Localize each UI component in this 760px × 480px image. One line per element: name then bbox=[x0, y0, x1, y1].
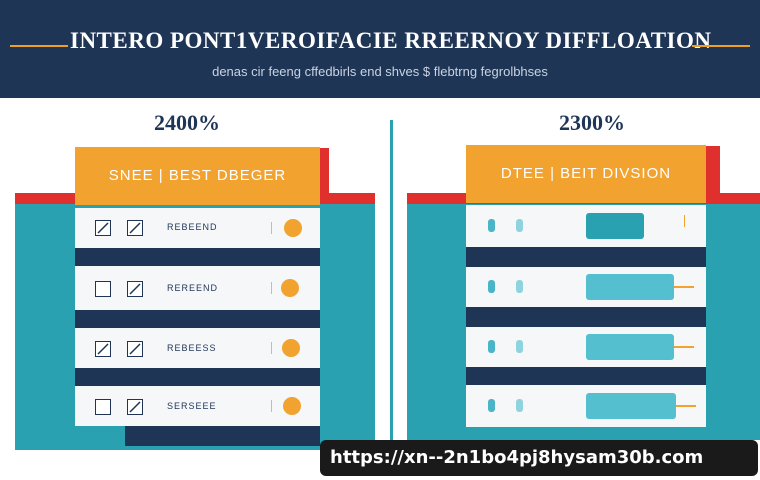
row-indicator-icon bbox=[516, 219, 523, 232]
row-checkbox-left[interactable] bbox=[95, 341, 111, 357]
row-indicator-icon bbox=[516, 399, 523, 412]
row-checkbox-right[interactable] bbox=[127, 220, 143, 236]
row-label: SERSEEE bbox=[167, 401, 217, 411]
row-indicator-icon bbox=[488, 280, 495, 293]
page-title: INTERO PONT1VEROIFACIE RREERNOY DIFFLOAT… bbox=[70, 28, 712, 53]
row-indicator-icon bbox=[516, 280, 523, 293]
row-checkbox-right[interactable] bbox=[127, 281, 143, 297]
row-indicator-icon bbox=[516, 340, 523, 353]
right-row-divider-3 bbox=[466, 367, 706, 385]
left-percent: 2400% bbox=[154, 110, 220, 135]
right-row-1 bbox=[466, 205, 706, 247]
row-indicator-icon bbox=[488, 340, 495, 353]
page-subtitle: denas cir feeng cffedbirls end shves $ f… bbox=[212, 64, 548, 79]
row-tick bbox=[271, 222, 272, 234]
check-icon bbox=[129, 343, 141, 355]
status-dot bbox=[282, 339, 300, 357]
right-panel-header: DTEE | BEIT DIVSION bbox=[466, 145, 706, 203]
level-bar bbox=[586, 213, 644, 239]
header-banner: INTERO PONT1VEROIFACIE RREERNOY DIFFLOAT… bbox=[0, 0, 760, 98]
level-marker bbox=[676, 405, 696, 407]
level-marker bbox=[674, 286, 694, 288]
level-bar bbox=[586, 274, 674, 300]
header-accent-line-left bbox=[10, 45, 68, 47]
left-row-divider-3 bbox=[75, 368, 320, 386]
row-tick bbox=[271, 282, 272, 294]
left-row-divider-1 bbox=[75, 248, 320, 266]
status-dot bbox=[283, 397, 301, 415]
row-checkbox-left[interactable] bbox=[95, 220, 111, 236]
check-icon bbox=[97, 343, 109, 355]
level-bar bbox=[586, 334, 674, 360]
status-dot bbox=[281, 279, 299, 297]
check-icon bbox=[129, 222, 141, 234]
left-red-side bbox=[318, 148, 329, 204]
check-icon bbox=[129, 283, 141, 295]
right-percent: 2300% bbox=[559, 110, 625, 135]
left-row-2: REREEND bbox=[75, 266, 320, 310]
watermark-url-banner: https://xn--2n1bo4pj8hysam30b.com bbox=[320, 440, 758, 476]
right-row-2 bbox=[466, 267, 706, 307]
check-icon bbox=[129, 401, 141, 413]
left-panel-header: SNEE | BEST DBEGER bbox=[75, 147, 320, 205]
level-marker bbox=[674, 346, 694, 348]
right-row-divider-1 bbox=[466, 247, 706, 267]
row-indicator-icon bbox=[488, 399, 495, 412]
row-tick bbox=[271, 342, 272, 354]
right-row-4 bbox=[466, 385, 706, 427]
row-tick bbox=[271, 400, 272, 412]
check-icon bbox=[97, 222, 109, 234]
left-row-divider-2 bbox=[75, 310, 320, 328]
row-label: REBEESS bbox=[167, 343, 217, 353]
center-divider bbox=[390, 120, 393, 450]
left-row-1: REBEEND bbox=[75, 208, 320, 248]
right-row-divider-2 bbox=[466, 307, 706, 327]
row-indicator-icon bbox=[488, 219, 495, 232]
left-row-3: REBEESS bbox=[75, 328, 320, 368]
row-checkbox-left[interactable] bbox=[95, 281, 111, 297]
right-row-3 bbox=[466, 327, 706, 367]
row-checkbox-right[interactable] bbox=[127, 399, 143, 415]
row-checkbox-left[interactable] bbox=[95, 399, 111, 415]
header-accent-line-right bbox=[692, 45, 750, 47]
right-red-side bbox=[705, 146, 720, 204]
row-checkbox-right[interactable] bbox=[127, 341, 143, 357]
left-row-4: SERSEEE bbox=[75, 386, 320, 426]
status-dot bbox=[284, 219, 302, 237]
row-label: REBEEND bbox=[167, 222, 218, 232]
row-label: REREEND bbox=[167, 283, 219, 293]
level-bar bbox=[586, 393, 676, 419]
row-tick bbox=[684, 215, 685, 227]
